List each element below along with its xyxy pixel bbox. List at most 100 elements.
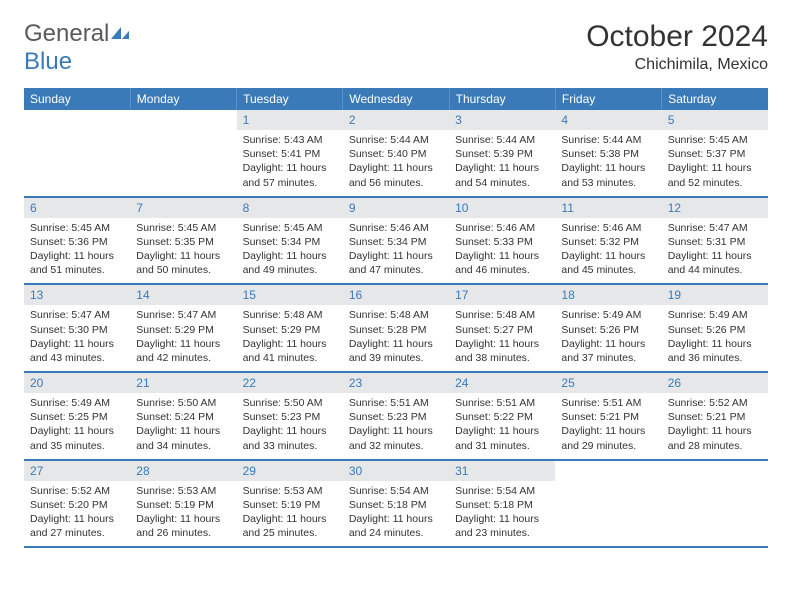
calendar-cell: 20Sunrise: 5:49 AMSunset: 5:25 PMDayligh… [24, 372, 130, 460]
weekday-header: Saturday [662, 88, 768, 110]
day-number: 26 [662, 373, 768, 393]
calendar-cell: 7Sunrise: 5:45 AMSunset: 5:35 PMDaylight… [130, 197, 236, 285]
day-number: 18 [555, 285, 661, 305]
day-data: Sunrise: 5:54 AMSunset: 5:18 PMDaylight:… [343, 481, 449, 547]
day-data: Sunrise: 5:47 AMSunset: 5:31 PMDaylight:… [662, 218, 768, 284]
day-number: 10 [449, 198, 555, 218]
calendar-cell: . [24, 110, 130, 197]
day-number: 4 [555, 110, 661, 130]
calendar-cell: 6Sunrise: 5:45 AMSunset: 5:36 PMDaylight… [24, 197, 130, 285]
sail-icon [109, 25, 131, 41]
calendar-row: 27Sunrise: 5:52 AMSunset: 5:20 PMDayligh… [24, 460, 768, 548]
calendar-cell: 29Sunrise: 5:53 AMSunset: 5:19 PMDayligh… [237, 460, 343, 548]
calendar-cell: 23Sunrise: 5:51 AMSunset: 5:23 PMDayligh… [343, 372, 449, 460]
weekday-header: Monday [130, 88, 236, 110]
day-data: Sunrise: 5:50 AMSunset: 5:24 PMDaylight:… [130, 393, 236, 459]
calendar-row: 6Sunrise: 5:45 AMSunset: 5:36 PMDaylight… [24, 197, 768, 285]
calendar-cell: 14Sunrise: 5:47 AMSunset: 5:29 PMDayligh… [130, 284, 236, 372]
calendar-cell: 9Sunrise: 5:46 AMSunset: 5:34 PMDaylight… [343, 197, 449, 285]
calendar-cell: 30Sunrise: 5:54 AMSunset: 5:18 PMDayligh… [343, 460, 449, 548]
calendar-cell: 1Sunrise: 5:43 AMSunset: 5:41 PMDaylight… [237, 110, 343, 197]
day-data: Sunrise: 5:46 AMSunset: 5:32 PMDaylight:… [555, 218, 661, 284]
day-number: 27 [24, 461, 130, 481]
day-data: Sunrise: 5:53 AMSunset: 5:19 PMDaylight:… [130, 481, 236, 547]
calendar-header-row: SundayMondayTuesdayWednesdayThursdayFrid… [24, 88, 768, 110]
calendar-cell: 21Sunrise: 5:50 AMSunset: 5:24 PMDayligh… [130, 372, 236, 460]
day-data: Sunrise: 5:50 AMSunset: 5:23 PMDaylight:… [237, 393, 343, 459]
day-data: Sunrise: 5:48 AMSunset: 5:27 PMDaylight:… [449, 305, 555, 371]
day-data: Sunrise: 5:47 AMSunset: 5:30 PMDaylight:… [24, 305, 130, 371]
day-data: Sunrise: 5:45 AMSunset: 5:34 PMDaylight:… [237, 218, 343, 284]
day-data: Sunrise: 5:45 AMSunset: 5:35 PMDaylight:… [130, 218, 236, 284]
calendar-cell: 12Sunrise: 5:47 AMSunset: 5:31 PMDayligh… [662, 197, 768, 285]
calendar-cell: 10Sunrise: 5:46 AMSunset: 5:33 PMDayligh… [449, 197, 555, 285]
location-label: Chichimila, Mexico [586, 56, 768, 74]
day-number: 22 [237, 373, 343, 393]
day-data: Sunrise: 5:49 AMSunset: 5:26 PMDaylight:… [555, 305, 661, 371]
day-number: 7 [130, 198, 236, 218]
day-data: Sunrise: 5:47 AMSunset: 5:29 PMDaylight:… [130, 305, 236, 371]
logo-word2: Blue [24, 48, 72, 75]
weekday-header: Wednesday [343, 88, 449, 110]
day-number: 31 [449, 461, 555, 481]
calendar-cell: 18Sunrise: 5:49 AMSunset: 5:26 PMDayligh… [555, 284, 661, 372]
day-data: Sunrise: 5:51 AMSunset: 5:21 PMDaylight:… [555, 393, 661, 459]
day-number: 23 [343, 373, 449, 393]
calendar-cell: 26Sunrise: 5:52 AMSunset: 5:21 PMDayligh… [662, 372, 768, 460]
calendar-cell: 11Sunrise: 5:46 AMSunset: 5:32 PMDayligh… [555, 197, 661, 285]
weekday-header: Friday [555, 88, 661, 110]
day-data: Sunrise: 5:43 AMSunset: 5:41 PMDaylight:… [237, 130, 343, 196]
calendar-cell: 13Sunrise: 5:47 AMSunset: 5:30 PMDayligh… [24, 284, 130, 372]
calendar-cell: 31Sunrise: 5:54 AMSunset: 5:18 PMDayligh… [449, 460, 555, 548]
header: General Blue October 2024 Chichimila, Me… [24, 20, 768, 76]
day-number: 25 [555, 373, 661, 393]
day-number: 5 [662, 110, 768, 130]
day-number: 16 [343, 285, 449, 305]
calendar-cell: 2Sunrise: 5:44 AMSunset: 5:40 PMDaylight… [343, 110, 449, 197]
day-number: 8 [237, 198, 343, 218]
title-block: October 2024 Chichimila, Mexico [586, 20, 768, 74]
day-data: Sunrise: 5:51 AMSunset: 5:23 PMDaylight:… [343, 393, 449, 459]
logo: General Blue [24, 20, 131, 76]
calendar-cell: 4Sunrise: 5:44 AMSunset: 5:38 PMDaylight… [555, 110, 661, 197]
day-number: 28 [130, 461, 236, 481]
calendar-table: SundayMondayTuesdayWednesdayThursdayFrid… [24, 88, 768, 548]
day-data: Sunrise: 5:44 AMSunset: 5:40 PMDaylight:… [343, 130, 449, 196]
day-data: Sunrise: 5:48 AMSunset: 5:28 PMDaylight:… [343, 305, 449, 371]
day-number: 6 [24, 198, 130, 218]
day-data: Sunrise: 5:48 AMSunset: 5:29 PMDaylight:… [237, 305, 343, 371]
calendar-cell: . [130, 110, 236, 197]
day-data: Sunrise: 5:44 AMSunset: 5:38 PMDaylight:… [555, 130, 661, 196]
calendar-row: 20Sunrise: 5:49 AMSunset: 5:25 PMDayligh… [24, 372, 768, 460]
day-data: Sunrise: 5:52 AMSunset: 5:20 PMDaylight:… [24, 481, 130, 547]
calendar-cell: 5Sunrise: 5:45 AMSunset: 5:37 PMDaylight… [662, 110, 768, 197]
day-data: Sunrise: 5:54 AMSunset: 5:18 PMDaylight:… [449, 481, 555, 547]
day-number: 11 [555, 198, 661, 218]
day-data: Sunrise: 5:49 AMSunset: 5:26 PMDaylight:… [662, 305, 768, 371]
day-data: Sunrise: 5:46 AMSunset: 5:33 PMDaylight:… [449, 218, 555, 284]
calendar-cell: 3Sunrise: 5:44 AMSunset: 5:39 PMDaylight… [449, 110, 555, 197]
calendar-cell: 16Sunrise: 5:48 AMSunset: 5:28 PMDayligh… [343, 284, 449, 372]
day-number: 2 [343, 110, 449, 130]
day-data: Sunrise: 5:53 AMSunset: 5:19 PMDaylight:… [237, 481, 343, 547]
day-data: Sunrise: 5:51 AMSunset: 5:22 PMDaylight:… [449, 393, 555, 459]
day-number: 3 [449, 110, 555, 130]
logo-text: General Blue [24, 20, 131, 76]
calendar-cell: . [662, 460, 768, 548]
calendar-cell: 27Sunrise: 5:52 AMSunset: 5:20 PMDayligh… [24, 460, 130, 548]
day-number: 9 [343, 198, 449, 218]
day-data: Sunrise: 5:52 AMSunset: 5:21 PMDaylight:… [662, 393, 768, 459]
calendar-cell: 22Sunrise: 5:50 AMSunset: 5:23 PMDayligh… [237, 372, 343, 460]
day-number: 14 [130, 285, 236, 305]
calendar-row: 13Sunrise: 5:47 AMSunset: 5:30 PMDayligh… [24, 284, 768, 372]
calendar-row: . . 1Sunrise: 5:43 AMSunset: 5:41 PMDayl… [24, 110, 768, 197]
day-number: 15 [237, 285, 343, 305]
logo-word1: General [24, 20, 109, 47]
calendar-cell: 25Sunrise: 5:51 AMSunset: 5:21 PMDayligh… [555, 372, 661, 460]
calendar-cell: 28Sunrise: 5:53 AMSunset: 5:19 PMDayligh… [130, 460, 236, 548]
day-number: 30 [343, 461, 449, 481]
day-number: 19 [662, 285, 768, 305]
calendar-cell: 15Sunrise: 5:48 AMSunset: 5:29 PMDayligh… [237, 284, 343, 372]
day-number: 21 [130, 373, 236, 393]
day-number: 24 [449, 373, 555, 393]
